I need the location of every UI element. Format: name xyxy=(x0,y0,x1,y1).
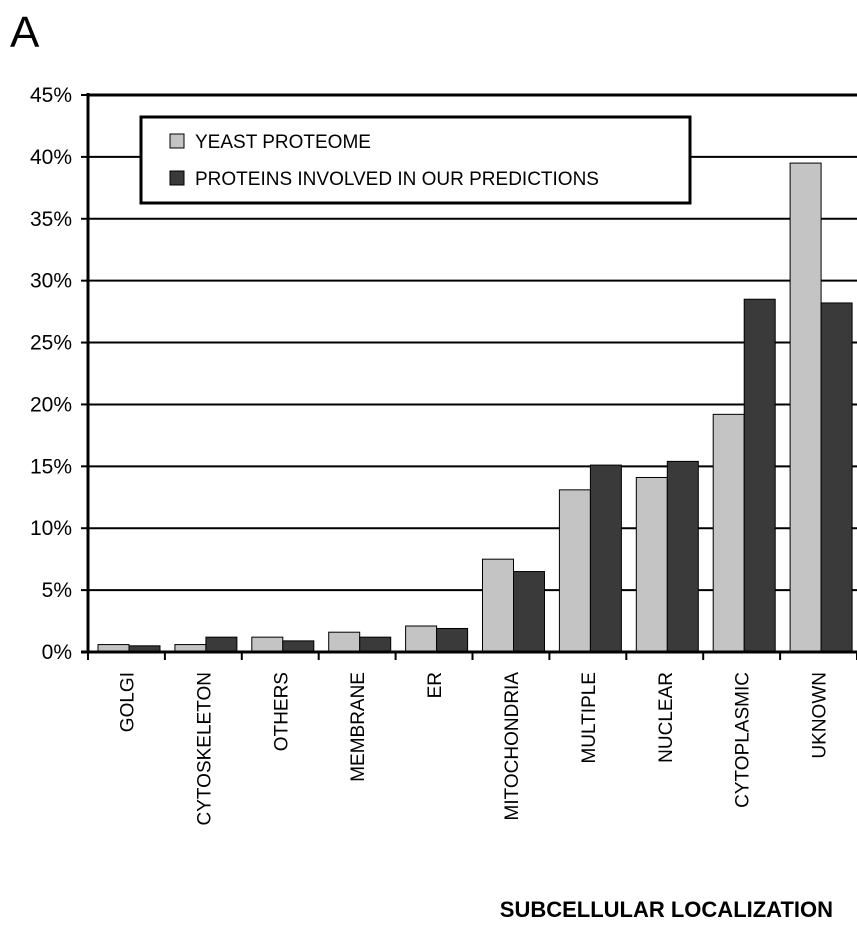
category-label: ER xyxy=(425,672,446,698)
x-axis-label: SUBCELLULAR LOCALIZATION xyxy=(499,897,833,922)
bar-yeast-proteome xyxy=(635,476,668,653)
y-tick-label: 0% xyxy=(42,641,72,664)
category-label: UKNOWN xyxy=(810,672,831,759)
y-axis-ticks: 0% 5% 10% 15% 20% 25% 30% 35% 40% 45% xyxy=(30,84,88,664)
bar-yeast-proteome xyxy=(251,636,284,653)
bar-predictions xyxy=(282,640,315,653)
legend-swatch xyxy=(169,170,185,186)
category-label: MEMBRANE xyxy=(348,672,369,782)
category-label: NUCLEAR xyxy=(656,672,677,763)
y-tick-label: 10% xyxy=(30,517,72,540)
bar-predictions xyxy=(436,627,469,653)
bar-predictions xyxy=(205,636,238,653)
category-label: OTHERS xyxy=(271,672,292,751)
category-label: CYTOSKELETON xyxy=(194,672,215,825)
y-tick-label: 15% xyxy=(30,455,72,478)
category-label: CYTOPLASMIC xyxy=(733,672,754,808)
bars xyxy=(97,162,853,653)
legend-label: PROTEINS INVOLVED IN OUR PREDICTIONS xyxy=(195,169,599,190)
bar-yeast-proteome xyxy=(328,631,361,653)
category-labels: GOLGI CYTOSKELETON OTHERS MEMBRANE ER MITOCHO… xyxy=(117,672,830,826)
legend-box xyxy=(139,115,692,205)
bar-predictions xyxy=(743,298,776,653)
category-label: MULTIPLE xyxy=(579,672,600,764)
y-tick-label: 5% xyxy=(42,579,72,602)
panel-label: A xyxy=(10,8,40,57)
axes xyxy=(81,93,857,660)
category-label: MITOCHONDRIA xyxy=(502,672,523,821)
y-tick-label: 25% xyxy=(30,332,72,355)
y-tick-label: 35% xyxy=(30,208,72,231)
bar-yeast-proteome xyxy=(712,413,745,653)
bar-predictions xyxy=(666,460,699,653)
bar-yeast-proteome xyxy=(482,558,514,653)
y-tick-label: 40% xyxy=(30,146,72,169)
bar-predictions xyxy=(359,636,392,653)
legend-swatch xyxy=(169,133,185,149)
bar-predictions xyxy=(820,302,853,653)
bar-yeast-proteome xyxy=(558,489,591,653)
y-tick-label: 20% xyxy=(30,393,72,416)
y-tick-label: 45% xyxy=(30,84,72,107)
category-label: GOLGI xyxy=(117,672,138,732)
legend-label: YEAST PROTEOME xyxy=(195,132,371,153)
bar-predictions xyxy=(589,464,622,653)
legend: YEAST PROTEOME PROTEINS INVOLVED IN OUR P… xyxy=(139,115,692,205)
bar-yeast-proteome xyxy=(405,625,438,653)
bar-yeast-proteome xyxy=(789,162,822,653)
y-tick-label: 30% xyxy=(30,270,72,293)
bar-predictions xyxy=(513,571,545,653)
